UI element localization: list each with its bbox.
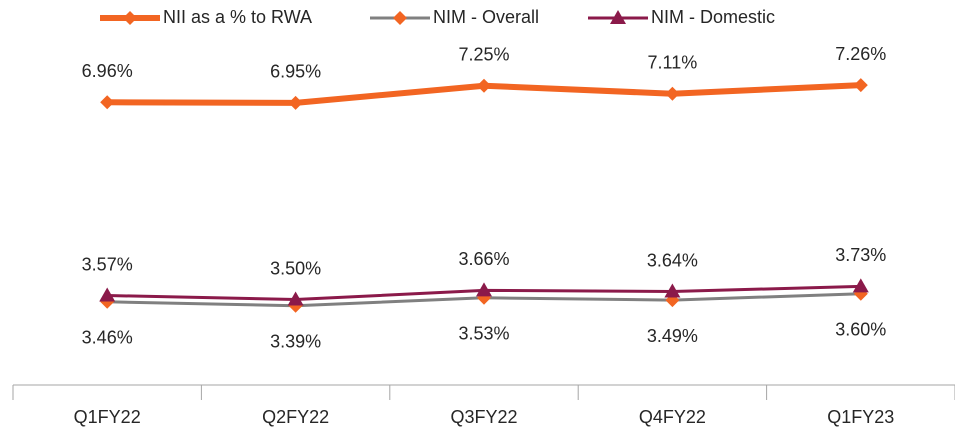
data-label: 7.25% (458, 45, 509, 65)
data-label: 3.64% (647, 250, 698, 270)
data-label: 3.49% (647, 326, 698, 346)
data-label: 3.50% (270, 258, 321, 278)
marker (100, 95, 115, 110)
data-label: 3.73% (835, 245, 886, 265)
marker (665, 86, 680, 101)
x-tick-label: Q1FY23 (827, 407, 894, 427)
legend-label: NIM - Domestic (651, 7, 775, 27)
x-tick-label: Q2FY22 (262, 407, 329, 427)
legend-label: NII as a % to RWA (163, 7, 312, 27)
data-label: 3.60% (835, 320, 886, 340)
marker (664, 283, 681, 298)
marker (476, 282, 492, 297)
legend-label: NIM - Overall (433, 7, 539, 27)
marker (123, 11, 137, 25)
data-label: 6.96% (82, 61, 133, 81)
marker (853, 78, 868, 93)
data-label: 7.26% (835, 44, 886, 64)
x-tick-label: Q1FY22 (74, 407, 141, 427)
data-label: 6.95% (270, 62, 321, 82)
data-label: 7.11% (648, 52, 698, 72)
x-tick-label: Q3FY22 (450, 407, 517, 427)
marker (852, 278, 869, 293)
data-label: 3.46% (82, 328, 133, 348)
data-label: 3.53% (458, 324, 509, 344)
marker (610, 10, 626, 24)
marker (477, 78, 491, 93)
marker (287, 291, 304, 306)
marker (99, 287, 116, 302)
marker (288, 95, 303, 110)
data-label: 3.66% (458, 249, 509, 269)
data-label: 3.57% (82, 254, 133, 274)
marker (393, 11, 407, 25)
x-tick-label: Q4FY22 (639, 407, 706, 427)
data-label: 3.39% (270, 332, 321, 352)
